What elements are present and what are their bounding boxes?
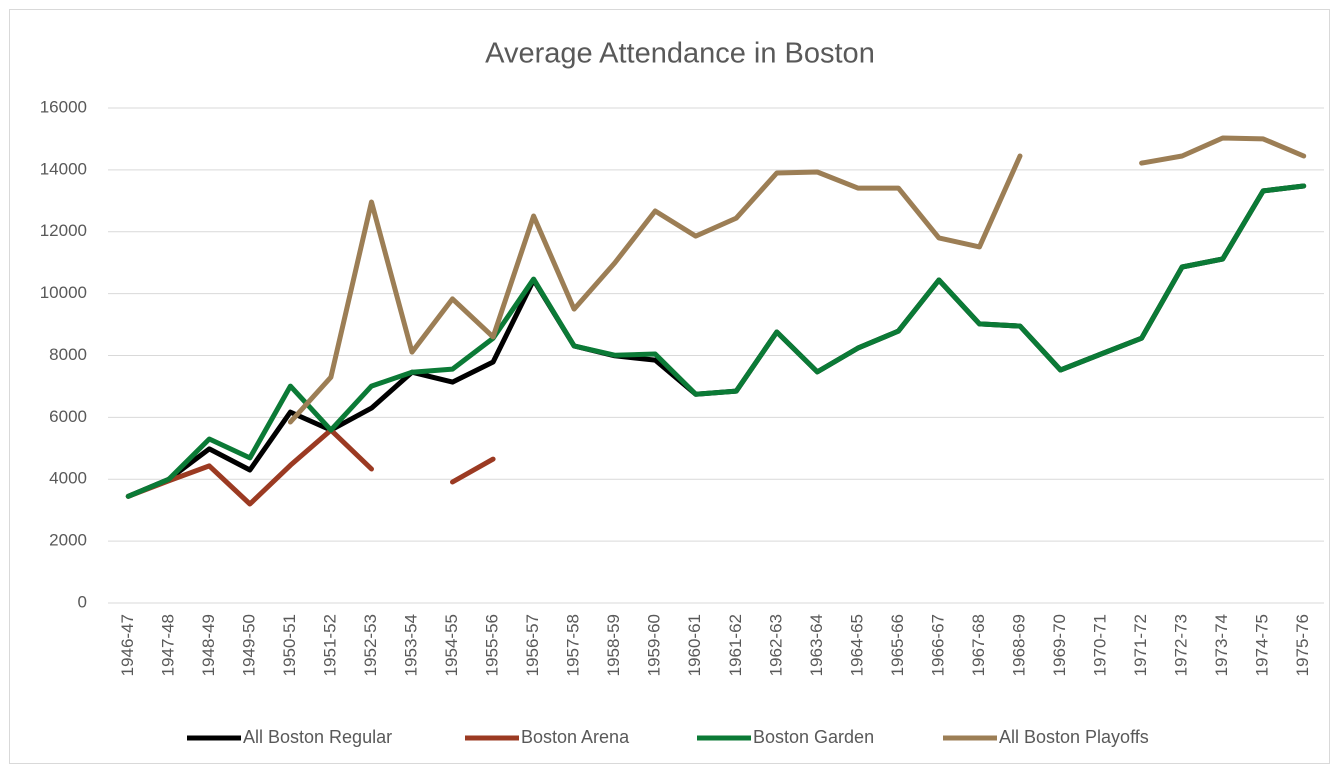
x-tick-label: 1964-65 (847, 614, 866, 676)
x-tick-label: 1973-74 (1212, 614, 1231, 676)
x-tick-label: 1955-56 (483, 614, 502, 676)
x-tick-label: 1961-62 (726, 614, 745, 676)
y-tick-label: 10000 (40, 283, 87, 302)
series-line (125, 183, 1307, 499)
x-tick-label: 1963-64 (807, 614, 826, 676)
x-tick-label: 1960-61 (685, 614, 704, 676)
x-tick-label: 1953-54 (401, 614, 420, 676)
y-tick-label: 6000 (49, 407, 87, 426)
x-tick-label: 1950-51 (280, 614, 299, 676)
x-tick-label: 1972-73 (1172, 614, 1191, 676)
x-tick-label: 1954-55 (442, 614, 461, 676)
legend-label: All Boston Regular (243, 727, 392, 747)
x-tick-label: 1962-63 (766, 614, 785, 676)
x-tick-label: 1965-66 (888, 614, 907, 676)
y-tick-label: 12000 (40, 221, 87, 240)
x-tick-label: 1956-57 (523, 614, 542, 676)
x-tick-label: 1974-75 (1253, 614, 1272, 676)
legend-label: Boston Arena (521, 727, 630, 747)
x-tick-label: 1975-76 (1293, 614, 1312, 676)
x-tick-label: 1966-67 (928, 614, 947, 676)
x-tick-label: 1946-47 (118, 614, 137, 676)
legend-label: Boston Garden (753, 727, 874, 747)
x-tick-label: 1947-48 (158, 614, 177, 676)
chart-border (9, 9, 1330, 764)
y-tick-label: 8000 (49, 345, 87, 364)
x-tick-label: 1949-50 (239, 614, 258, 676)
chart-title: Average Attendance in Boston (485, 38, 875, 70)
x-tick-label: 1959-60 (645, 614, 664, 676)
x-tick-label: 1951-52 (320, 614, 339, 676)
x-tick-label: 1970-71 (1091, 614, 1110, 676)
y-tick-label: 14000 (40, 159, 87, 178)
series-line (287, 135, 1307, 425)
y-tick-label: 0 (78, 592, 87, 611)
legend-label: All Boston Playoffs (999, 727, 1149, 747)
x-tick-label: 1958-59 (604, 614, 623, 676)
y-tick-label: 2000 (49, 531, 87, 550)
x-tick-label: 1967-68 (969, 614, 988, 676)
x-tick-label: 1952-53 (361, 614, 380, 676)
x-tick-label: 1971-72 (1131, 614, 1150, 676)
x-tick-label: 1957-58 (564, 614, 583, 676)
x-tick-label: 1948-49 (199, 614, 218, 676)
x-tick-label: 1969-70 (1050, 614, 1069, 676)
x-tick-label: 1968-69 (1009, 614, 1028, 676)
y-tick-label: 16000 (40, 97, 87, 116)
y-tick-label: 4000 (49, 469, 87, 488)
